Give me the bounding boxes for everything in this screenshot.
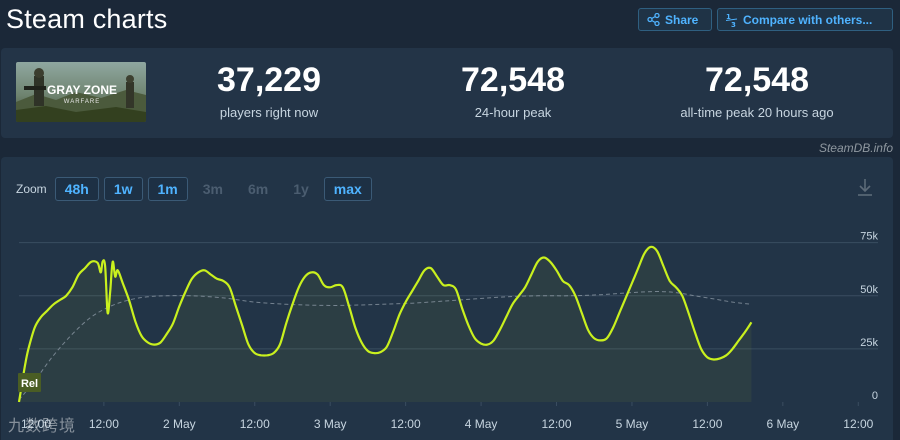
compare-icon: 1 3 (726, 13, 738, 27)
y-tick-label: 75k (860, 231, 878, 243)
game-logo-title: GRAY ZONE (47, 83, 117, 97)
compare-button[interactable]: 1 3 Compare with others... (717, 8, 893, 31)
download-icon (858, 179, 872, 196)
stat-label: all-time peak 20 hours ago (680, 105, 834, 120)
stat-label: 24-hour peak (474, 105, 552, 120)
zoom-6m-button[interactable]: 6m (247, 181, 269, 197)
steamdb-credit-link[interactable]: SteamDB.info (818, 141, 893, 155)
game-logo-image: GRAY ZONE WARFARE (16, 62, 146, 122)
y-tick-label: 50k (860, 284, 878, 296)
release-flag: Rel (18, 373, 41, 392)
chart-panel (1, 157, 893, 440)
stats-panel: GRAY ZONE WARFARE 37,229 players right n… (1, 48, 893, 138)
page-title: Steam charts (6, 4, 168, 34)
x-tick-label: 12:00 (843, 417, 873, 431)
download-button[interactable] (856, 177, 874, 202)
stat-value: 37,229 (217, 61, 321, 99)
zoom-48h-button[interactable]: 48h (54, 177, 99, 201)
x-tick-label: 3 May (314, 417, 347, 431)
svg-text:3: 3 (731, 21, 736, 27)
release-flag-label: Rel (21, 378, 38, 390)
top-bar: Steam charts Share 1 3 Compare with othe… (0, 0, 900, 44)
x-tick-label: 12:00 (542, 417, 572, 431)
zoom-1w-button[interactable]: 1w (103, 177, 143, 201)
zoom-label: Zoom (16, 182, 47, 196)
stat-all-time-peak: 72,548 all-time peak 20 hours ago (637, 60, 877, 120)
stat-players-now: 37,229 players right now (149, 60, 389, 120)
stat-label: players right now (219, 105, 319, 120)
share-icon (647, 13, 660, 26)
zoom-1y-button[interactable]: 1y (293, 181, 309, 197)
zoom-max-button[interactable]: max (323, 177, 372, 201)
x-tick-label: 6 May (766, 417, 799, 431)
x-tick-label: 12:00 (391, 417, 421, 431)
game-thumbnail[interactable]: GRAY ZONE WARFARE (16, 62, 146, 122)
zoom-bar: Zoom 48h 1w 1m 3m 6m 1y max (16, 176, 377, 202)
x-tick-label: 5 May (616, 417, 649, 431)
x-tick-label: 2 May (163, 417, 196, 431)
x-tick-label: 12:00 (692, 417, 722, 431)
x-tick-label: 4 May (465, 417, 498, 431)
average-series-line (18, 290, 752, 401)
share-label: Share (665, 12, 699, 27)
svg-text:1: 1 (726, 13, 731, 21)
stat-value: 72,548 (461, 61, 565, 99)
share-button[interactable]: Share (638, 8, 712, 31)
stat-24h-peak: 72,548 24-hour peak (393, 60, 633, 120)
watermark-text: 九数跨境 (8, 418, 77, 435)
players-series-line (17, 245, 753, 403)
x-tick-label: 12:00 (240, 417, 270, 431)
zoom-3m-button[interactable]: 3m (202, 181, 223, 197)
y-tick-label: 0 (872, 390, 878, 402)
y-tick-label: 25k (860, 337, 878, 349)
release-flag-box (18, 373, 41, 392)
compare-label: Compare with others... (743, 12, 873, 27)
x-tick-label: 12:00 (21, 417, 51, 431)
stat-value: 72,548 (705, 61, 809, 99)
players-area (19, 246, 752, 402)
x-tick-label: 12:00 (89, 417, 119, 431)
zoom-1m-button[interactable]: 1m (147, 177, 188, 201)
game-logo-subtitle: WARFARE (64, 99, 100, 105)
